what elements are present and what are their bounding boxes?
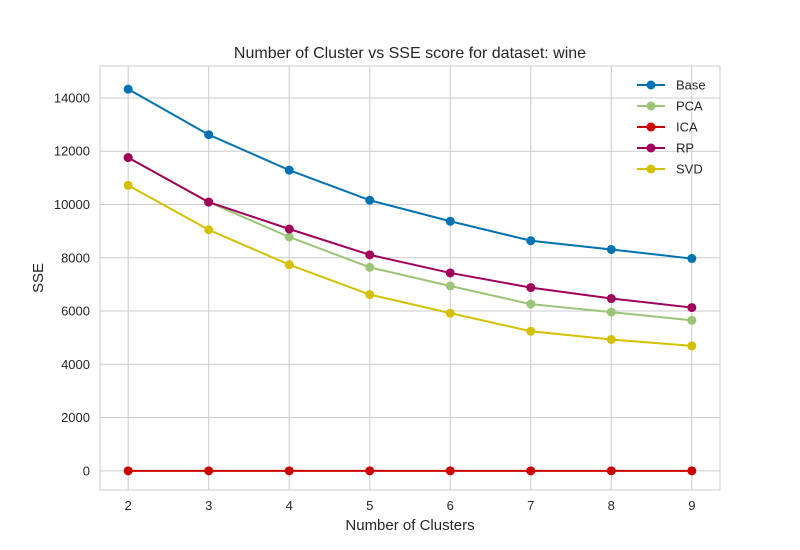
series-line-rp	[127, 156, 692, 309]
x-tick-label: 4	[286, 498, 293, 513]
data-point-svd	[687, 341, 697, 351]
y-tick-label: 2000	[61, 410, 90, 425]
data-point-base	[123, 84, 133, 94]
y-tick-label: 12000	[54, 144, 90, 159]
data-point-base	[606, 245, 616, 255]
series-rp	[123, 153, 697, 313]
legend-label-ica: ICA	[676, 120, 698, 135]
data-point-pca	[526, 299, 536, 309]
data-point-pca	[284, 232, 294, 242]
legend-item-base: Base	[637, 78, 706, 93]
y-tick-label: 6000	[61, 304, 90, 319]
legend-label-svd: SVD	[676, 162, 703, 177]
series-svd	[123, 180, 697, 351]
data-point-ica	[123, 466, 133, 476]
legend-item-ica: ICA	[637, 120, 698, 135]
data-point-svd	[123, 180, 133, 190]
legend-marker-base	[646, 80, 656, 90]
data-point-ica	[365, 466, 375, 476]
legend-item-svd: SVD	[637, 162, 703, 177]
data-point-rp	[123, 153, 133, 163]
data-point-base	[204, 130, 214, 140]
data-point-ica	[284, 466, 294, 476]
plot-frame	[99, 65, 721, 491]
data-point-ica	[526, 466, 536, 476]
data-point-svd	[284, 260, 294, 270]
series-line-pca	[127, 156, 692, 322]
data-point-svd	[606, 335, 616, 345]
data-point-rp	[526, 283, 536, 293]
data-point-base	[284, 165, 294, 175]
y-tick-label: 0	[83, 463, 90, 478]
x-axis-label: Number of Clusters	[345, 517, 474, 534]
y-tick-label: 14000	[54, 90, 90, 105]
legend-label-pca: PCA	[676, 99, 703, 114]
data-point-base	[445, 216, 455, 226]
data-point-svd	[526, 326, 536, 336]
data-point-rp	[687, 303, 697, 313]
y-tick-label: 10000	[54, 197, 90, 212]
legend-marker-svd	[646, 164, 656, 174]
legend-label-base: Base	[676, 78, 706, 93]
data-point-pca	[445, 281, 455, 291]
series-line-svd	[127, 184, 692, 347]
data-point-ica	[606, 466, 616, 476]
legend-marker-pca	[646, 101, 656, 111]
legend-label-rp: RP	[676, 141, 694, 156]
x-tick-label: 7	[527, 498, 534, 513]
data-point-base	[687, 254, 697, 264]
legend-marker-ica	[646, 122, 656, 132]
data-point-ica	[204, 466, 214, 476]
chart-title: Number of Cluster vs SSE score for datas…	[234, 45, 586, 62]
data-point-svd	[365, 290, 375, 300]
x-tick-label: 9	[688, 498, 695, 513]
x-tick-label: 2	[125, 498, 132, 513]
data-point-pca	[687, 315, 697, 325]
series-ica	[123, 466, 697, 476]
data-point-pca	[365, 262, 375, 272]
data-point-rp	[204, 197, 214, 207]
data-point-svd	[204, 225, 214, 235]
y-tick-labels: 0 2000 4000 6000 8000 10000 12000 14000	[54, 90, 90, 478]
series-lines	[123, 84, 697, 476]
y-tick-label: 8000	[61, 250, 90, 265]
data-point-svd	[445, 308, 455, 318]
data-point-pca	[606, 307, 616, 317]
legend-marker-rp	[646, 143, 656, 153]
data-point-rp	[284, 224, 294, 234]
legend: Base PCA ICA RP SVD	[637, 78, 706, 177]
x-tick-label: 8	[608, 498, 615, 513]
plot-area	[100, 66, 720, 490]
series-line-base	[127, 88, 692, 260]
data-point-rp	[606, 294, 616, 304]
data-point-rp	[365, 250, 375, 260]
data-point-base	[365, 195, 375, 205]
data-point-base	[526, 236, 536, 246]
data-point-ica	[687, 466, 697, 476]
x-tick-label: 5	[366, 498, 373, 513]
y-axis-label: SSE	[30, 263, 47, 293]
data-point-ica	[445, 466, 455, 476]
series-base	[123, 84, 697, 264]
y-tick-label: 4000	[61, 357, 90, 372]
data-point-rp	[445, 268, 455, 278]
legend-item-rp: RP	[637, 141, 694, 156]
legend-item-pca: PCA	[637, 99, 703, 114]
x-tick-label: 3	[205, 498, 212, 513]
x-tick-labels: 2 3 4 5 6 7 8 9	[125, 498, 696, 513]
grid	[100, 66, 720, 490]
x-tick-label: 6	[447, 498, 454, 513]
